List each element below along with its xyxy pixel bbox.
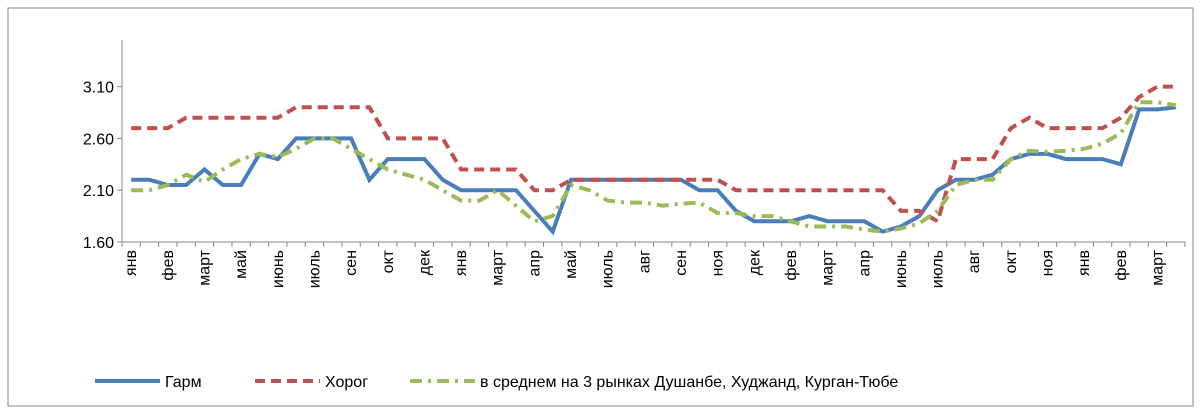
chart-frame: [7, 7, 1194, 407]
x-tick-label: июнь: [270, 250, 287, 288]
legend-label: Хорог: [325, 374, 368, 391]
x-tick-label: янв: [453, 250, 470, 276]
y-tick-label: 1.60: [83, 235, 114, 252]
x-tick-label: фев: [1113, 250, 1130, 281]
y-tick-label: 2.10: [83, 183, 114, 200]
x-tick-label: июль: [600, 250, 617, 288]
x-tick-label: янв: [123, 250, 140, 276]
x-tick-label: март: [820, 249, 837, 285]
x-tick-label: сен: [673, 250, 690, 276]
x-tick-label: фев: [783, 250, 800, 281]
series-line: [131, 100, 1177, 234]
x-tick-label: май: [233, 250, 250, 279]
x-tick-label: апр: [526, 250, 543, 277]
x-tick-label: апр: [856, 250, 873, 277]
x-tick-label: ноя: [1040, 250, 1057, 276]
x-tick-label: сен: [343, 250, 360, 276]
legend-label: Гарм: [165, 374, 202, 391]
x-tick-label: май: [563, 250, 580, 279]
y-tick-label: 3.10: [83, 80, 114, 97]
x-tick-label: март: [196, 249, 213, 285]
series-line: [131, 105, 1177, 236]
x-tick-label: март: [1150, 249, 1167, 285]
legend-label: в среднем на 3 рынках Душанбе, Худжанд, …: [480, 374, 898, 391]
x-tick-label: июль: [306, 250, 323, 288]
x-tick-label: авг: [636, 250, 653, 273]
y-tick-label: 2.60: [83, 131, 114, 148]
x-tick-label: авг: [966, 250, 983, 273]
series-line: [131, 84, 1176, 225]
x-tick-label: ноя: [710, 250, 727, 276]
x-tick-label: март: [490, 249, 507, 285]
x-tick-label: окт: [380, 249, 397, 273]
x-tick-label: дек: [746, 249, 763, 275]
x-tick-label: янв: [1076, 250, 1093, 276]
x-tick-label: окт: [1003, 249, 1020, 273]
x-tick-label: дек: [416, 249, 433, 275]
x-tick-label: июнь: [893, 250, 910, 288]
x-tick-label: фев: [160, 250, 177, 281]
x-tick-label: июль: [930, 250, 947, 288]
